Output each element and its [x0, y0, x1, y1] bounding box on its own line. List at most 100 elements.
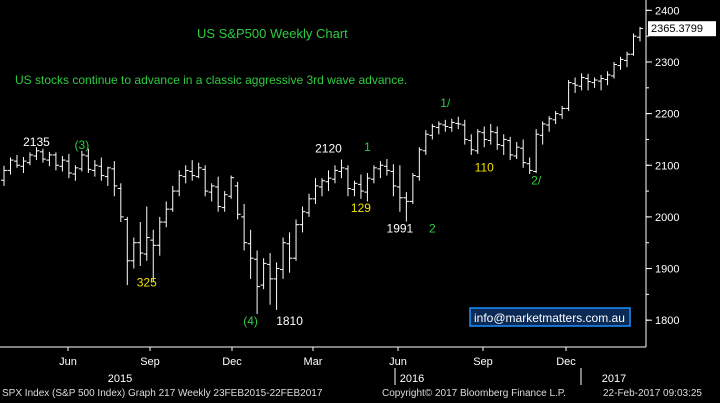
ohlc-bar: [344, 165, 351, 197]
wave-annotations: 2135 (3) 325 (4) 1810 2120 1 129 1991 2 1/110 2/: [23, 96, 542, 328]
ohlc-bar: [338, 159, 345, 179]
ohlc-bar: [215, 176, 222, 212]
x-month-label: Mar: [304, 356, 323, 368]
ohlc-bar: [26, 152, 33, 166]
ohlc-bar: [598, 74, 605, 91]
ohlc-bar: [286, 232, 293, 273]
ohlc-bar: [461, 119, 468, 145]
ohlc-bar: [182, 165, 189, 184]
y-tick-label: 2300: [655, 57, 679, 69]
ohlc-bar: [435, 121, 442, 135]
ohlc-bar: [312, 178, 319, 204]
x-month-label: Dec: [556, 356, 576, 368]
ohlc-bar: [396, 165, 403, 212]
ohlc-bar: [539, 121, 546, 145]
ohlc-bar: [591, 77, 598, 88]
ohlc-bar: [39, 148, 46, 163]
ohlc-bar: [169, 185, 176, 212]
chart-title: US S&P500 Weekly Chart: [197, 26, 348, 41]
ohlc-bar: [208, 183, 215, 202]
annotation-label: (3): [75, 138, 90, 152]
x-year-label: 2016: [400, 373, 424, 385]
x-month-label: Sep: [140, 356, 160, 368]
ohlc-bar: [481, 126, 488, 148]
ohlc-bar: [150, 229, 157, 282]
x-year-label: 2017: [602, 373, 626, 385]
last-price-tag: [648, 21, 716, 37]
ohlc-bar: [143, 206, 150, 261]
ohlc-bar: [500, 134, 507, 155]
y-tick-label: 2400: [655, 5, 679, 17]
ohlc-bar: [624, 51, 631, 68]
last-price-label: 2365.3799: [651, 23, 703, 35]
annotation-label: 1991: [387, 221, 414, 235]
ohlc-bar: [533, 129, 540, 173]
ohlc-bar: [487, 123, 494, 145]
ohlc-bar: [267, 253, 274, 305]
price-chart: 1800 1900 2000 2100 2200 2300 2400 2365.3799 Jun…: [0, 0, 716, 385]
ohlc-bar: [448, 118, 455, 132]
ohlc-bar: [559, 105, 566, 119]
ohlc-bar: [156, 216, 163, 256]
x-month-label: Dec: [222, 356, 242, 368]
footer-timestamp: 22-Feb-2017 09:03:25: [603, 388, 702, 399]
ohlc-bar: [513, 142, 520, 160]
ohlc-bar: [241, 203, 248, 251]
ohlc-bar: [91, 160, 98, 177]
ohlc-bar: [234, 181, 241, 220]
ohlc-bar: [52, 152, 59, 171]
ohlc-bar: [202, 165, 209, 197]
ohlc-bar: [637, 26, 643, 42]
annotation-label: 129: [351, 201, 371, 215]
y-tick-label: 2200: [655, 109, 679, 121]
y-tick-label: 1900: [655, 264, 679, 276]
ohlc-bar: [526, 157, 533, 175]
ohlc-bar: [357, 174, 364, 199]
ohlc-bar: [331, 165, 338, 184]
ohlc-bar: [20, 156, 27, 173]
ohlc-bar: [409, 173, 416, 204]
ohlc-bar: [221, 191, 228, 212]
ohlc-bar: [578, 73, 585, 91]
ohlc-bar: [416, 147, 423, 181]
ohlc-bar: [176, 170, 183, 197]
watermark: info@marketmatters.com.au: [469, 307, 631, 327]
ohlc-bar: [325, 170, 332, 192]
ohlc-bar: [429, 123, 436, 140]
ohlc-bar: [104, 166, 111, 186]
annotation-label: (4): [243, 314, 258, 328]
ohlc-bar: [468, 134, 475, 155]
x-month-label: Jun: [59, 356, 77, 368]
ohlc-bar: [137, 222, 144, 266]
ohlc-bar: [33, 147, 40, 161]
ohlc-bar: [189, 160, 196, 181]
ohlc-bar: [611, 61, 618, 79]
ohlc-bar: [260, 258, 267, 290]
footer-bar: SPX Index (S&P 500 Index) Graph 217 Week…: [0, 385, 720, 403]
annotation-label: 1: [364, 140, 371, 154]
ohlc-bar: [72, 165, 79, 181]
ohlc-bar: [247, 229, 254, 279]
ohlc-bar: [377, 161, 384, 179]
ohlc-bar: [364, 173, 371, 202]
annotation-label: 1810: [276, 314, 303, 328]
chart-subtitle: US stocks continue to advance in a class…: [15, 73, 407, 87]
ohlc-bar: [494, 126, 501, 150]
ohlc-bar: [46, 151, 53, 167]
ohlc-bar: [383, 159, 390, 176]
ohlc-bar: [546, 116, 553, 132]
ohlc-bar: [299, 206, 306, 233]
annotation-label: 2120: [315, 141, 342, 155]
x-month-label: Jun: [389, 356, 407, 368]
ohlc-bar: [124, 216, 131, 286]
ohlc-bar: [65, 153, 72, 179]
ohlc-bar: [351, 180, 358, 197]
ohlc-bar: [565, 80, 572, 112]
y-tick-label: 2000: [655, 212, 679, 224]
ohlc-bar: [228, 175, 235, 199]
ohlc-bar: [59, 155, 66, 172]
annotation-label: 2: [429, 221, 436, 235]
ohlc-bar: [552, 111, 559, 124]
ohlc-bar: [630, 33, 637, 56]
annotation-label: 2135: [23, 135, 50, 149]
